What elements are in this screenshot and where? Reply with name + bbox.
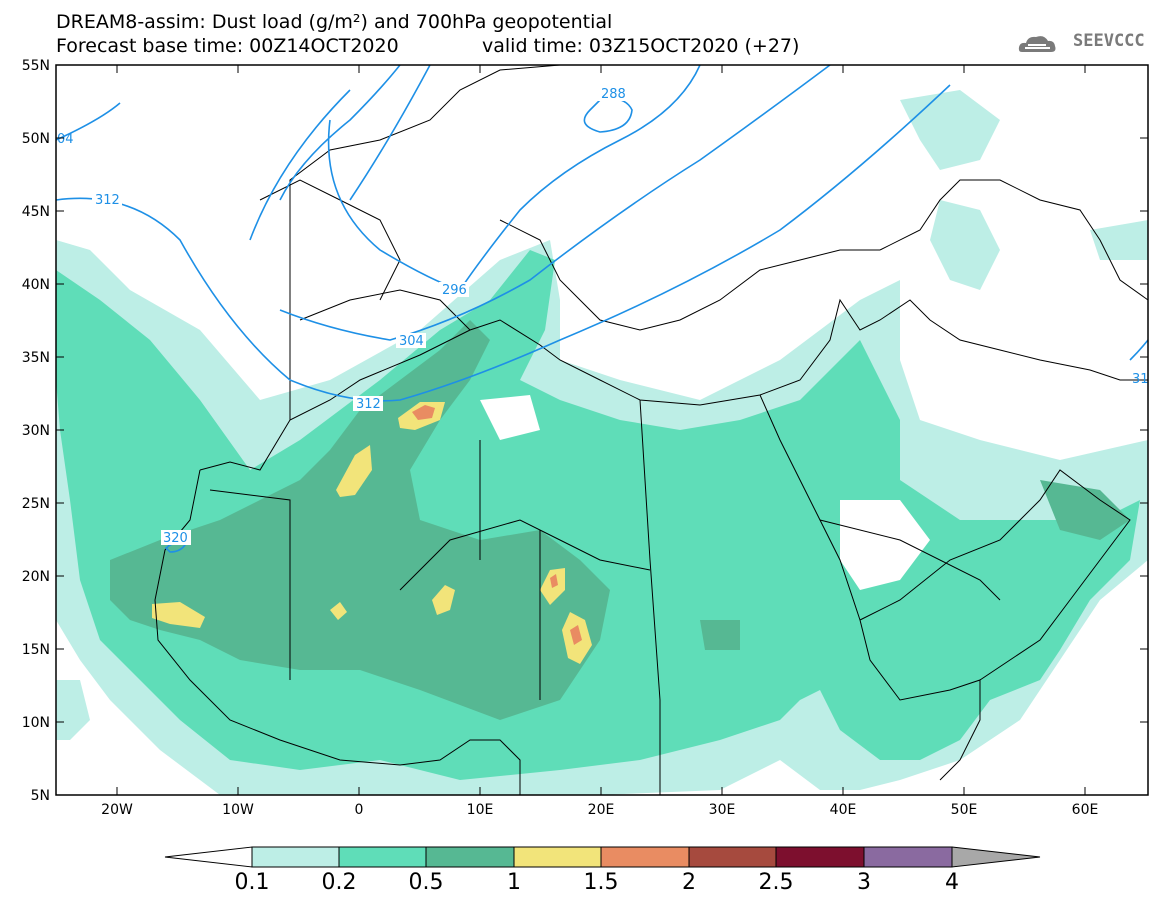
colorbar-swatch bbox=[775, 846, 865, 868]
colorbar-swatch bbox=[600, 846, 690, 868]
lon-label: 30E bbox=[709, 802, 736, 818]
lat-ticks bbox=[56, 137, 1148, 723]
logo-text: SEEVCCC bbox=[1073, 31, 1145, 51]
colorbar-label: 3 bbox=[857, 870, 871, 895]
colorbar-high-arrow bbox=[951, 846, 1041, 868]
lon-label: 20W bbox=[101, 802, 133, 818]
colorbar-swatch bbox=[425, 846, 515, 868]
lat-label: 50N bbox=[22, 131, 50, 147]
colorbar-swatch bbox=[688, 846, 777, 868]
lat-axis: 55N 50N 45N 40N 35N 30N 25N 20N 15N 10N … bbox=[22, 58, 50, 804]
contour-label-312-west: 312 bbox=[95, 193, 120, 208]
colorbar-label: 4 bbox=[945, 870, 959, 895]
lat-label: 25N bbox=[22, 496, 50, 512]
lon-label: 60E bbox=[1072, 802, 1099, 818]
colorbar-label: 2 bbox=[682, 870, 696, 895]
lat-label: 35N bbox=[22, 350, 50, 366]
lon-axis: 20W 10W 0 10E 20E 30E 40E 50E 60E bbox=[101, 802, 1098, 818]
contour-label-04: 04 bbox=[57, 132, 74, 147]
contour-label-31: 31 bbox=[1132, 372, 1149, 387]
colorbar-swatch bbox=[513, 846, 602, 868]
lon-ticks bbox=[116, 65, 1086, 795]
lat-label: 55N bbox=[22, 58, 50, 74]
colorbar-swatch bbox=[863, 846, 953, 868]
lat-label: 15N bbox=[22, 642, 50, 658]
lon-label: 20E bbox=[588, 802, 615, 818]
contour-label-312: 312 bbox=[356, 397, 381, 412]
contour-label-320: 320 bbox=[163, 531, 188, 546]
colorbar-swatch bbox=[338, 846, 427, 868]
dust-fields bbox=[56, 90, 1148, 795]
lat-label: 5N bbox=[31, 788, 50, 804]
contour-label-296: 296 bbox=[442, 283, 467, 298]
lat-label: 20N bbox=[22, 569, 50, 585]
cloud-icon bbox=[1018, 36, 1056, 52]
lon-label: 50E bbox=[951, 802, 978, 818]
lat-label: 10N bbox=[22, 715, 50, 731]
dust-level-1-5 bbox=[412, 405, 435, 420]
lon-label: 10W bbox=[222, 802, 254, 818]
colorbar-label: 1.5 bbox=[583, 870, 619, 895]
colorbar-label: 1 bbox=[507, 870, 521, 895]
colorbar-label: 0.1 bbox=[234, 870, 270, 895]
lon-label: 40E bbox=[830, 802, 857, 818]
colorbar-label: 0.5 bbox=[408, 870, 444, 895]
dust-level-0-5 bbox=[110, 320, 610, 720]
forecast-base-time: Forecast base time: 00Z14OCT2020 bbox=[56, 35, 399, 57]
colorbar-swatch bbox=[251, 846, 340, 868]
contour-296 bbox=[279, 65, 701, 291]
contour-label-304: 304 bbox=[399, 334, 424, 349]
colorbar-label: 2.5 bbox=[758, 870, 794, 895]
dust-level-1 bbox=[336, 445, 372, 497]
contour-label-288: 288 bbox=[601, 87, 626, 102]
contour-304-west bbox=[56, 102, 121, 141]
lat-label: 45N bbox=[22, 204, 50, 220]
map-title: DREAM8-assim: Dust load (g/m²) and 700hP… bbox=[56, 11, 613, 33]
contour-312-east bbox=[1129, 339, 1148, 361]
colorbar bbox=[164, 846, 1041, 868]
contour-labels: 288 296 304 312 312 320 04 31 bbox=[57, 86, 1149, 546]
colorbar-label: 0.2 bbox=[321, 870, 357, 895]
geopotential-contours bbox=[56, 65, 1148, 553]
lat-label: 30N bbox=[22, 423, 50, 439]
contour-304 bbox=[249, 65, 831, 341]
lon-label: 0 bbox=[355, 802, 364, 818]
lat-label: 40N bbox=[22, 277, 50, 293]
valid-time: valid time: 03Z15OCT2020 (+27) bbox=[482, 35, 800, 57]
contour-312 bbox=[56, 84, 951, 402]
coastlines bbox=[154, 65, 1148, 795]
lon-label: 10E bbox=[467, 802, 494, 818]
colorbar-low-arrow bbox=[164, 846, 253, 868]
